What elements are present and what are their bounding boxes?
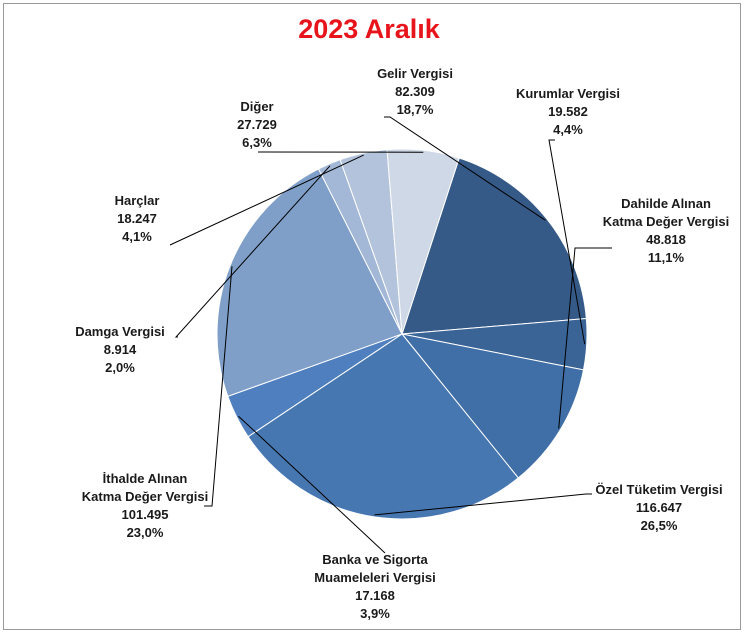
slice-label-9: Diğer 27.729 6,3% bbox=[237, 99, 277, 150]
leader-line-8 bbox=[169, 154, 364, 246]
slice-labels: Gelir Vergisi 82.309 18,7% Kurumlar Vergisi… bbox=[75, 66, 729, 621]
pie-slice-6 bbox=[216, 168, 403, 397]
slice-label-5: Banka ve Sigorta Muameleleri Vergisi 17.16… bbox=[314, 552, 435, 621]
pie-slices bbox=[216, 148, 588, 520]
pie-slice-3 bbox=[400, 333, 585, 479]
slice-label-7: Damga Vergisi 8.914 2,0% bbox=[75, 324, 165, 375]
leader-line-6 bbox=[204, 266, 233, 507]
pie-slice-9 bbox=[386, 148, 460, 335]
leader-line-7 bbox=[174, 165, 331, 338]
slice-label-8: Harçlar 18.247 4,1% bbox=[115, 193, 160, 244]
leader-line-1 bbox=[384, 116, 546, 221]
slice-label-4: Özel Tüketim Vergisi 116.647 26,5% bbox=[595, 482, 722, 533]
leader-line-4 bbox=[374, 493, 592, 516]
chart-title: 2023 Aralık bbox=[298, 14, 440, 44]
pie-slice-1 bbox=[401, 157, 587, 335]
slice-label-2: Kurumlar Vergisi 19.582 4,4% bbox=[516, 86, 620, 137]
leader-line-5 bbox=[238, 415, 386, 554]
leader-lines bbox=[169, 116, 612, 554]
leader-line-3 bbox=[558, 247, 612, 429]
slice-label-6: İthalde Alınan Katma Değer Vergisi 101.495… bbox=[82, 471, 208, 540]
pie-slice-4 bbox=[247, 333, 519, 520]
slice-label-1: Gelir Vergisi 82.309 18,7% bbox=[377, 66, 453, 117]
slice-label-3: Dahilde Alınan Katma Değer Vergisi 48.818 1… bbox=[603, 196, 729, 265]
